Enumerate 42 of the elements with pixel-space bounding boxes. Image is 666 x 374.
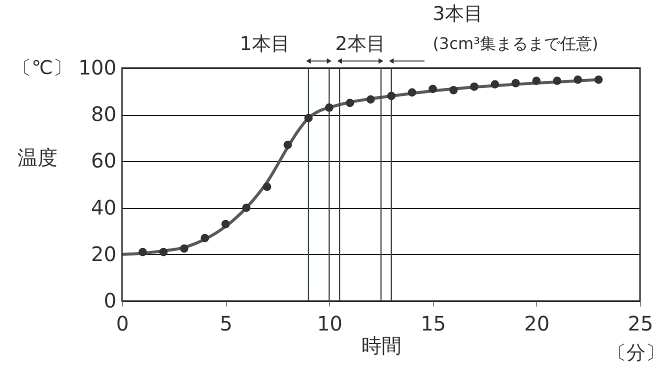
x-tick-label: 10 [316, 312, 342, 336]
point [159, 248, 168, 256]
point [387, 92, 396, 100]
y-axis-title: 温度 [18, 146, 58, 170]
text: 2本目 [335, 33, 386, 55]
x-tick-label: 15 [420, 312, 446, 336]
point [325, 103, 334, 112]
point [470, 82, 478, 91]
point [242, 204, 251, 212]
text: 1本目 [240, 33, 290, 55]
point [428, 84, 437, 94]
y-tick-label: 100 [78, 56, 116, 80]
y-tick-label: 0 [104, 288, 116, 312]
x-tick-label: 25 [628, 312, 654, 336]
y-tick-label: 40 [91, 195, 116, 220]
point [511, 78, 520, 88]
y-tick-label: 80 [91, 102, 116, 126]
point [574, 75, 582, 84]
point [180, 244, 188, 253]
point [262, 182, 272, 192]
point [449, 86, 458, 94]
y-tick-label: 60 [91, 148, 116, 173]
point [284, 140, 292, 150]
point [490, 80, 500, 88]
y-tick-label: 20 [91, 242, 116, 266]
text: 3本目 [432, 3, 483, 25]
point [221, 220, 230, 228]
text: (3cm³集まるまで任意) [432, 34, 598, 53]
point [366, 95, 375, 104]
x-axis-title: 時間 [362, 334, 402, 358]
point [408, 88, 416, 97]
point [304, 114, 313, 122]
text: 〔分〕 [608, 342, 664, 364]
x-tick-label: 5 [220, 312, 232, 336]
x-tick-label: 20 [524, 312, 550, 336]
point [552, 76, 562, 85]
text: 〔℃〕 [12, 57, 72, 79]
point [138, 248, 147, 256]
point [594, 75, 603, 84]
point [532, 76, 541, 85]
point [346, 98, 354, 108]
point [200, 234, 210, 242]
